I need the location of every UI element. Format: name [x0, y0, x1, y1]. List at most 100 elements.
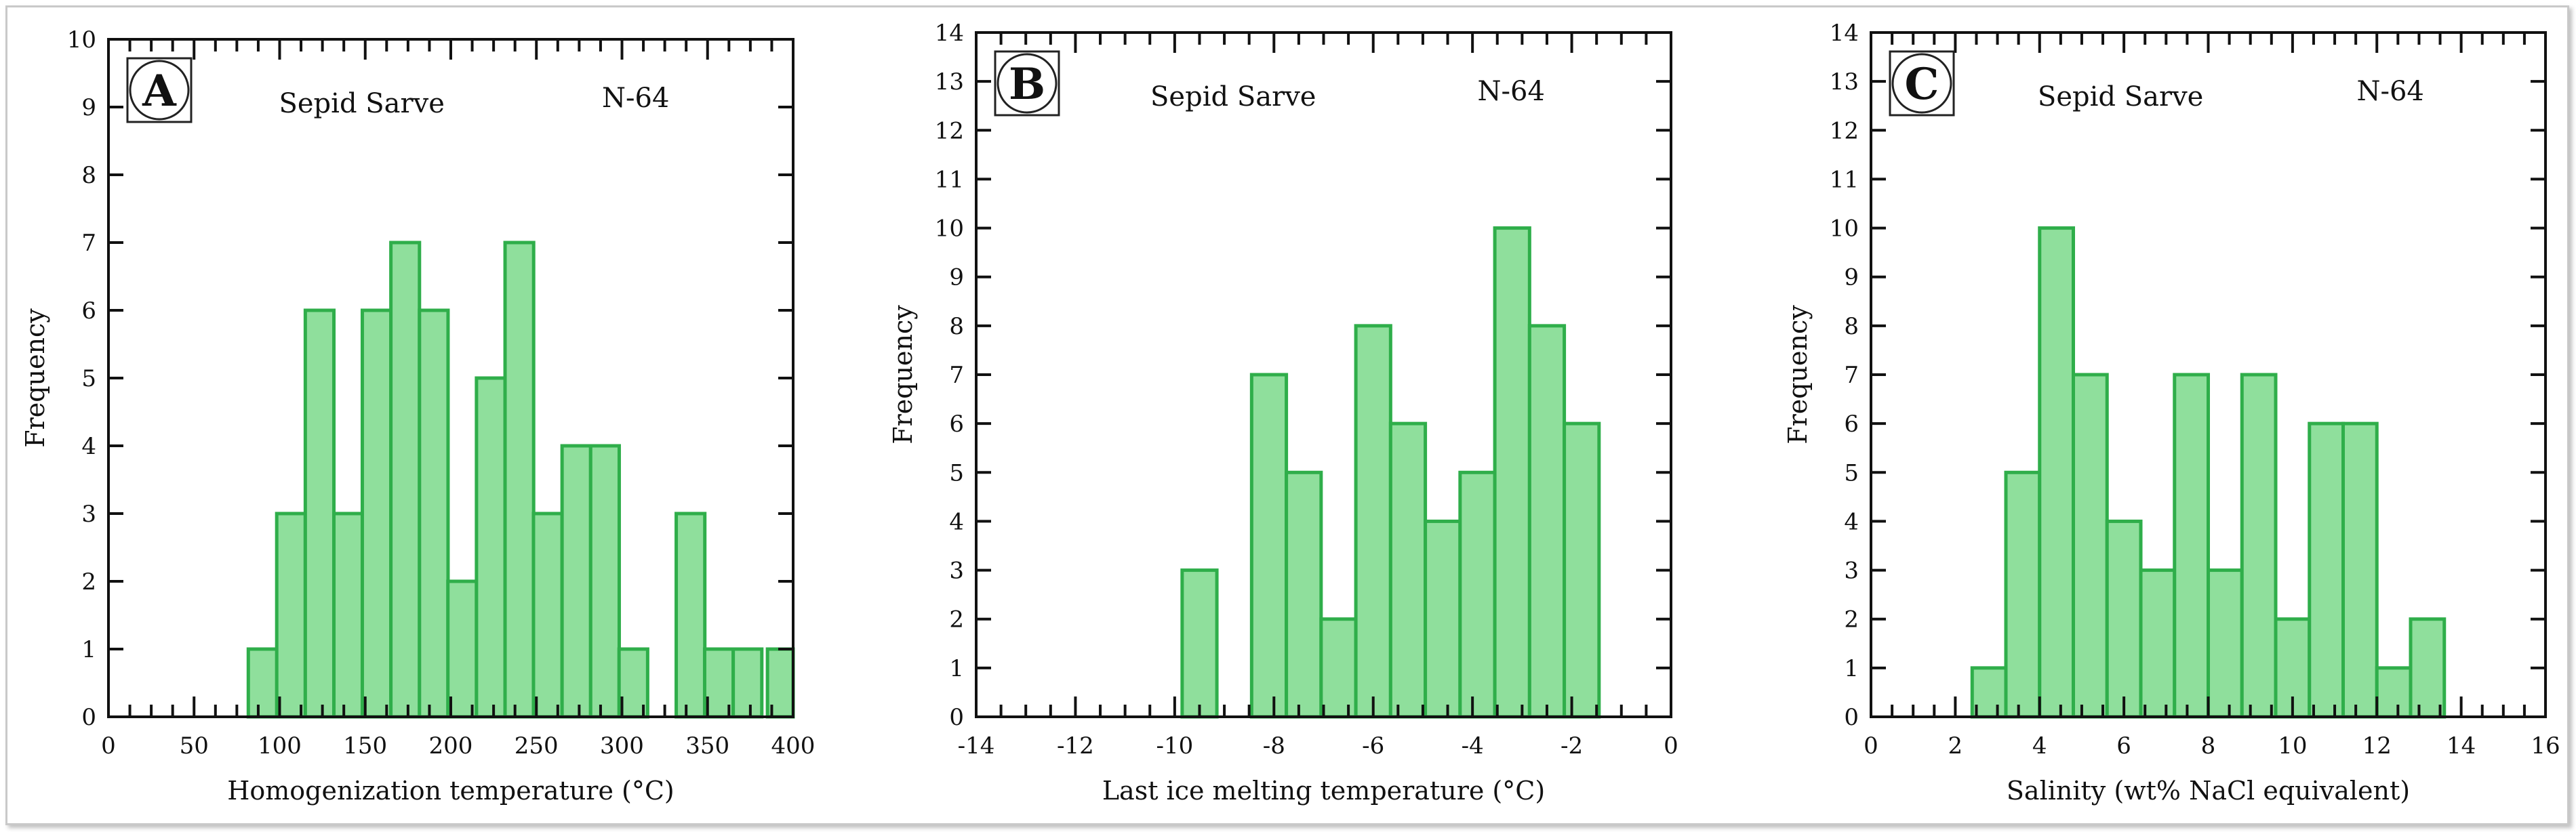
y-tick-label: 13 [1830, 68, 1859, 96]
histogram-bar [1388, 421, 1428, 719]
histogram-panel-b: 0 1 2 3 4 5 6 7 8 9 10 11 12 13 14 -14 -12 -10 -8 -6 -4 -2 0 La… [868, 0, 1722, 832]
x-tick-label: 150 [343, 732, 387, 760]
y-tick-label: 6 [81, 297, 96, 325]
histogram-bar [2308, 421, 2345, 719]
y-tick-label: 0 [81, 704, 96, 731]
histogram-bar [1354, 324, 1392, 719]
y-tick-label: 8 [1844, 313, 1859, 340]
badge-circle [997, 53, 1058, 114]
y-tick-label: 5 [1844, 459, 1859, 486]
histogram-bar [2240, 373, 2278, 719]
histogram-bar [332, 512, 365, 719]
histogram-bar [475, 376, 507, 719]
sample-count-annotation: N-64 [602, 83, 669, 114]
histogram-bar [2173, 373, 2210, 719]
y-tick-label: 0 [1844, 704, 1859, 731]
histogram-panel-c: 0 1 2 3 4 5 6 7 8 9 10 11 12 13 14 0 2 4 6 8 10 12 14 16 Salinit… [1722, 0, 2576, 832]
y-axis-title: Frequency [1783, 305, 1813, 444]
histogram-bar [1493, 226, 1531, 719]
histogram-bar [2038, 226, 2075, 719]
histogram-bar [675, 512, 707, 719]
y-axis: 0 1 2 3 4 5 6 7 8 9 10 [67, 26, 793, 731]
y-tick-label: 6 [949, 411, 964, 438]
histogram-bar [1527, 324, 1567, 719]
histogram-bar [560, 444, 592, 719]
x-tick-label: 10 [2278, 732, 2307, 760]
figure-frame [5, 5, 2569, 825]
histogram-bar [2207, 568, 2244, 719]
histogram-bar [1319, 617, 1358, 719]
bars [1180, 226, 1601, 719]
y-tick-label: 8 [81, 162, 96, 189]
panel-letter-badge: C [1889, 50, 1955, 117]
x-tick-label: -10 [1156, 732, 1193, 760]
histogram-bar [1249, 373, 1289, 719]
x-tick-label: 0 [1664, 732, 1678, 760]
x-axis: -14 -12 -10 -8 -6 -4 -2 0 [958, 33, 1678, 760]
histogram-bar [275, 512, 307, 719]
histogram-bar [531, 512, 564, 719]
bars [1970, 226, 2447, 719]
x-tick-label: 50 [180, 732, 209, 760]
panel-letter: A [142, 66, 177, 117]
y-tick-label: 4 [81, 433, 96, 460]
histogram-bar [2375, 666, 2413, 719]
x-tick-label: -6 [1362, 732, 1384, 760]
histogram-bar [2409, 617, 2447, 719]
y-tick-label: 12 [1830, 117, 1859, 144]
y-tick-label: 2 [949, 606, 964, 633]
y-tick-label: 4 [949, 508, 964, 535]
y-tick-label: 13 [935, 68, 964, 96]
histogram-bar [446, 579, 479, 719]
y-axis-title: Frequency [20, 308, 50, 448]
y-tick-label: 8 [949, 313, 964, 340]
badge-circle [1891, 53, 1952, 114]
y-tick-label: 3 [949, 558, 964, 585]
histogram-bar [2072, 373, 2109, 719]
y-tick-label: 0 [949, 704, 964, 731]
x-tick-label: 0 [101, 732, 116, 760]
histogram-bar [1424, 519, 1462, 719]
y-tick-label: 9 [81, 94, 96, 121]
sample-count-annotation: N-64 [2356, 76, 2423, 107]
histogram-panel-a: 0 1 2 3 4 5 6 7 8 9 10 0 50 100 150 200 250 300 350 400 Homo… [0, 0, 868, 832]
x-tick-label: 4 [2032, 732, 2047, 760]
x-tick-label: 100 [258, 732, 302, 760]
x-tick-label: 350 [685, 732, 729, 760]
panel-letter-badge: A [126, 57, 193, 123]
chart-title: Sepid Sarve [279, 88, 444, 119]
y-tick-label: 5 [949, 459, 964, 486]
x-tick-label: -2 [1561, 732, 1583, 760]
x-tick-label: 300 [600, 732, 644, 760]
x-axis: 0 50 100 150 200 250 300 350 400 [101, 39, 815, 760]
histogram-bar [1458, 470, 1497, 719]
sample-count-annotation: N-64 [1478, 76, 1545, 107]
y-tick-label: 1 [1844, 655, 1859, 682]
x-tick-label: 6 [2116, 732, 2131, 760]
x-tick-label: 8 [2201, 732, 2216, 760]
y-tick-label: 6 [1844, 411, 1859, 438]
y-tick-label: 1 [949, 655, 964, 682]
histogram-bar [360, 308, 393, 719]
histogram-bar [389, 241, 422, 719]
y-tick-label: 11 [935, 166, 964, 193]
x-tick-label: 250 [515, 732, 559, 760]
y-tick-label: 10 [935, 215, 964, 243]
y-tick-label: 5 [81, 365, 96, 392]
y-tick-label: 2 [81, 568, 96, 596]
histogram-bar [1285, 470, 1323, 719]
histogram-bar [2004, 470, 2042, 719]
x-axis-title: Salinity (wt% NaCl equivalent) [2007, 776, 2410, 806]
y-tick-label: 7 [949, 362, 964, 389]
y-tick-label: 1 [81, 636, 96, 663]
x-axis-title: Homogenization temperature (°C) [227, 776, 675, 806]
y-tick-label: 3 [81, 501, 96, 528]
x-tick-label: 14 [2447, 732, 2476, 760]
x-tick-label: -12 [1057, 732, 1094, 760]
histogram-bar [418, 308, 450, 719]
y-tick-label: 2 [1844, 606, 1859, 633]
x-axis: 0 2 4 6 8 10 12 14 16 [1864, 33, 2560, 760]
x-tick-label: 200 [429, 732, 473, 760]
histogram-bar [1563, 421, 1601, 719]
